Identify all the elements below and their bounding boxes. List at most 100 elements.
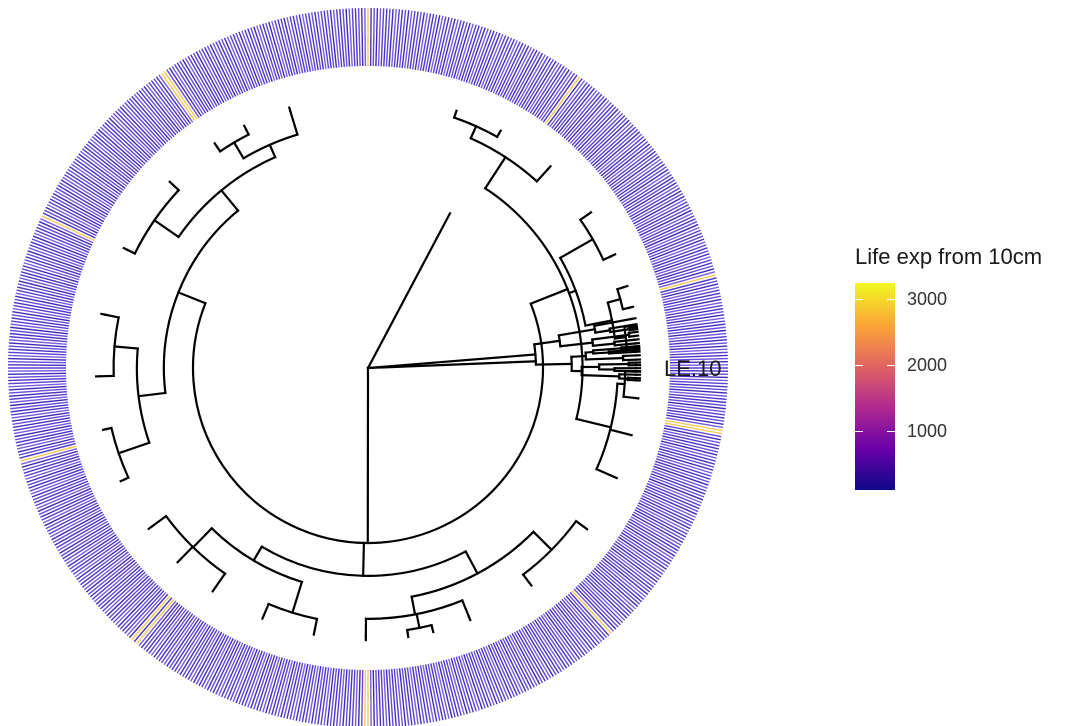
tree-branch (471, 126, 476, 138)
tree-branch (462, 600, 468, 616)
tree-branch (127, 250, 134, 254)
colorbar-tick-mark (855, 299, 863, 300)
legend-title: Life exp from 10cm (855, 244, 1042, 270)
tree-branch (576, 521, 584, 527)
tree-branch (105, 315, 118, 318)
ring-tile (355, 8, 357, 66)
colorbar-tick-label: 3000 (907, 290, 947, 308)
ring-tile (371, 8, 372, 66)
ring-tile (379, 8, 381, 66)
ring-tile (381, 8, 384, 66)
tree-branch (412, 597, 415, 615)
tree-branch (531, 289, 568, 304)
ring-tile (365, 8, 366, 66)
tree-branch (593, 352, 609, 353)
tree-branch (586, 352, 594, 353)
tree-branch (193, 528, 212, 547)
ring-tile (359, 8, 361, 66)
ring-tile (669, 397, 727, 403)
ring-tile (355, 670, 357, 726)
tree-branch (119, 443, 150, 453)
tree-branch (610, 430, 628, 434)
tree-branch (290, 111, 297, 134)
ring-tile (669, 333, 727, 339)
ring-tile (379, 670, 381, 726)
tree-branch (292, 582, 302, 613)
ring-tile (352, 670, 355, 726)
tree-branch (624, 397, 635, 398)
ring-tile (373, 8, 374, 66)
tree-branch (485, 157, 505, 188)
colorbar-tick-label: 2000 (907, 356, 947, 374)
colorbar-tick-mark (887, 431, 895, 432)
tree-branch (178, 292, 205, 303)
tree-branch (270, 145, 275, 157)
ring-tile (8, 376, 66, 378)
ring-label: LE.10 (664, 356, 722, 381)
tree-branch (536, 364, 572, 365)
tree-node-arc (485, 188, 582, 419)
tree-branch (603, 256, 610, 259)
root-stem (368, 213, 450, 368)
tree-branch (580, 215, 587, 220)
tree-branch (608, 299, 620, 302)
tree-branch (264, 604, 269, 615)
tree-branch (597, 469, 612, 476)
tree-branch (576, 419, 610, 427)
colorbar-tick-mark (855, 431, 863, 432)
tree-branch (152, 516, 166, 526)
tree-branch (215, 574, 225, 588)
tree-branch (114, 346, 137, 348)
colorbar-tick-label: 1000 (907, 422, 947, 440)
ring-tile (670, 381, 728, 384)
tree-branch (254, 547, 262, 561)
ring-tile (376, 670, 378, 726)
ring-tile (8, 362, 66, 363)
tree-branch (180, 547, 192, 560)
ring-tile (10, 333, 68, 339)
ring-tile (359, 670, 361, 726)
ring-tile (8, 379, 66, 381)
tree-branch (363, 543, 364, 576)
tree-branch (615, 343, 635, 345)
ring-tile (397, 669, 403, 726)
tree-branch (571, 356, 585, 357)
ring-tile (8, 359, 66, 361)
ring-tile (8, 371, 66, 372)
tree-branch (614, 340, 634, 342)
ring-tile (371, 670, 372, 726)
tree-branch (560, 343, 592, 347)
ring-tile (352, 8, 355, 66)
tree-branch (173, 185, 179, 191)
ring-tile (333, 10, 339, 68)
ring-tile (365, 670, 366, 726)
ring-tile (362, 8, 363, 66)
tree-branch (466, 551, 478, 573)
tree-branch (595, 330, 610, 332)
ring-tile (362, 670, 363, 726)
tree-branch (534, 341, 559, 345)
tree-branch (417, 614, 420, 628)
ring-tile (373, 670, 374, 726)
ring-tile (670, 352, 728, 355)
ring-tile (8, 352, 66, 355)
ring-tile (10, 397, 68, 403)
colorbar-tick-mark (855, 365, 863, 366)
ring-tile (8, 381, 66, 384)
tree-branch (593, 344, 615, 346)
colorbar-tick-mark (887, 299, 895, 300)
ring-tile (8, 373, 66, 374)
tree-branch (315, 619, 317, 629)
colorbar (855, 283, 895, 490)
tree-branch (139, 393, 166, 396)
tree-branch (154, 220, 178, 237)
tree-branch (234, 142, 243, 158)
tree-branch (623, 355, 636, 356)
ring-tile (381, 670, 384, 726)
ring-tile (376, 8, 378, 66)
tree-branch (537, 169, 548, 181)
phylogenetic-tree (96, 108, 640, 640)
tree-branch (582, 375, 620, 376)
ring-tile (8, 355, 66, 357)
tree-branch (533, 532, 551, 550)
